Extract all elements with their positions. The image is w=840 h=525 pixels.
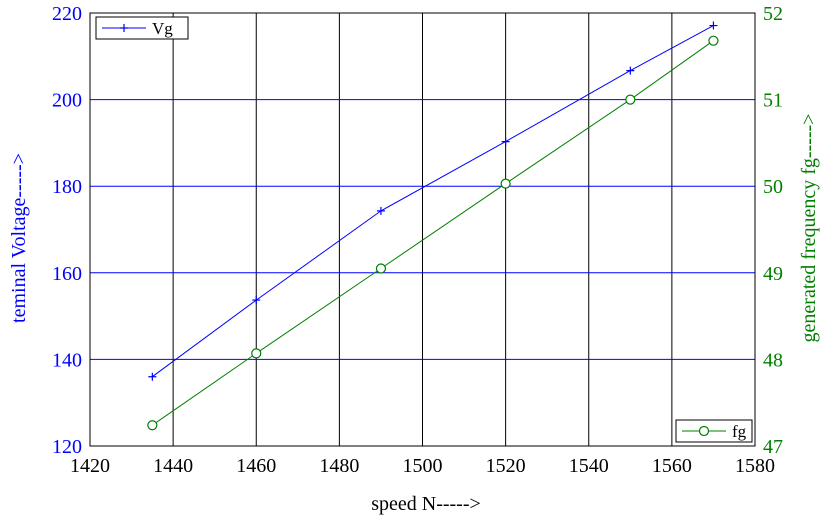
legend-label: fg [732, 422, 747, 441]
series-fg-point [500, 178, 511, 189]
y-left-tick-label: 180 [52, 176, 82, 198]
plot-frame [89, 12, 756, 447]
y-right-tick-label: 51 [763, 90, 783, 112]
series-Vg-point [626, 66, 635, 75]
x-tick-label: 1520 [486, 455, 526, 477]
x-axis-label: speed N-----> [371, 493, 481, 515]
legend-marker [698, 425, 710, 437]
y-right-tick-label: 47 [763, 436, 783, 458]
legend-vg: Vg [95, 16, 189, 40]
series-Vg-point [709, 21, 718, 30]
x-tick-label: 1500 [403, 455, 443, 477]
y-left-tick-label: 140 [52, 349, 82, 371]
series-fg [147, 35, 719, 431]
y-left-tick-label: 220 [52, 3, 82, 25]
y-left-tick-label: 120 [52, 436, 82, 458]
series-fg-point [625, 94, 636, 105]
series-Vg [148, 21, 718, 381]
y-right-tick-label: 50 [763, 176, 783, 198]
x-ticks: 1420 1440 1460 1480 1500 1520 1540 1560 1580 [70, 455, 775, 477]
series-fg-line [152, 40, 714, 426]
series-Vg-line [152, 25, 714, 378]
y-left-tick-label: 160 [52, 263, 82, 285]
series-fg-point [708, 35, 719, 46]
y-right-tick-label: 52 [763, 3, 783, 25]
x-tick-label: 1480 [319, 455, 359, 477]
legend-fg: fg [675, 419, 753, 443]
y-right-axis-label: generated frequency fg-----> [798, 114, 820, 343]
grid [90, 13, 755, 446]
y-left-axis-label: teminal Voltage-----> [8, 153, 30, 323]
series-fg-point [251, 348, 262, 359]
series-layer [147, 21, 719, 431]
y-right-tick-label: 48 [763, 349, 783, 371]
x-tick-label: 1440 [153, 455, 193, 477]
y-right-ticks: 47 48 49 50 51 52 [763, 3, 783, 458]
x-tick-label: 1580 [735, 455, 775, 477]
x-tick-label: 1560 [652, 455, 692, 477]
series-Vg-point [376, 206, 385, 215]
series-Vg-point [252, 296, 261, 305]
legend-marker [120, 24, 128, 32]
series-Vg-point [501, 137, 510, 146]
series-fg-point [147, 420, 158, 431]
x-tick-label: 1460 [236, 455, 276, 477]
series-fg-point [375, 263, 387, 274]
series-Vg-point [148, 372, 157, 381]
y-right-tick-label: 49 [763, 263, 783, 285]
x-tick-label: 1420 [70, 455, 110, 477]
x-tick-label: 1540 [569, 455, 609, 477]
y-left-ticks: 120 140 160 180 200 220 [52, 3, 82, 458]
legend-label: Vg [152, 19, 173, 38]
y-left-tick-label: 200 [52, 90, 82, 112]
